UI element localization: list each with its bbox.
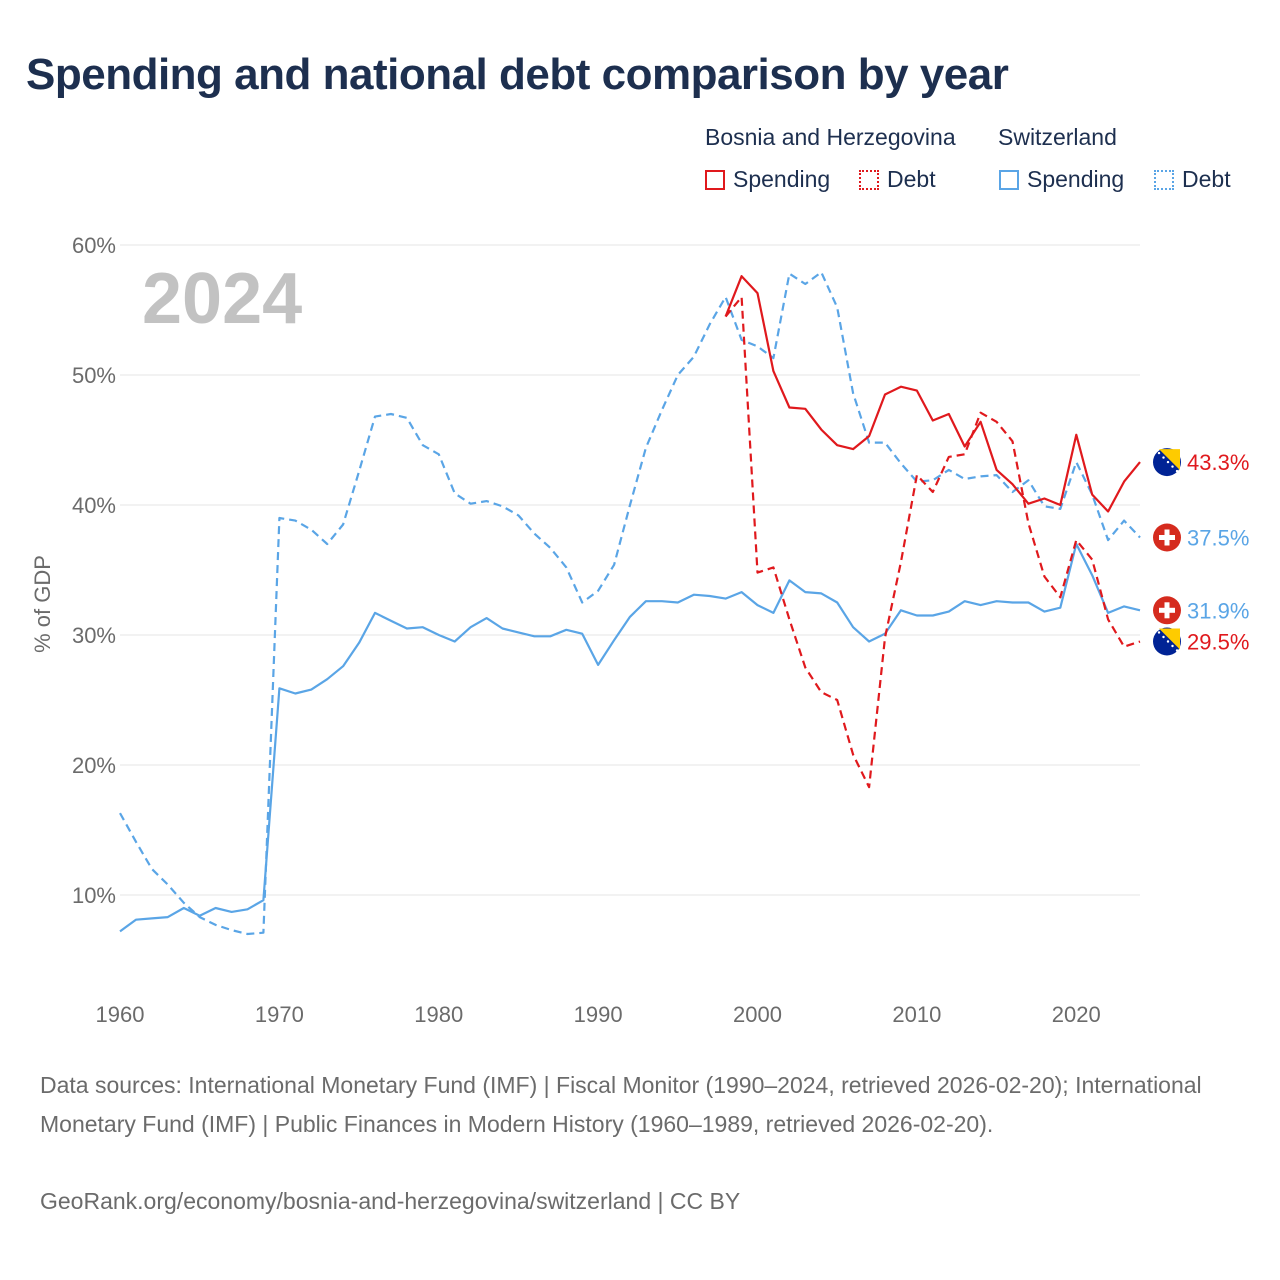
y-tick-label: 60% — [72, 233, 116, 258]
legend-swatch-solid-red — [705, 169, 725, 190]
flag-triangle — [1159, 628, 1180, 650]
flag-star — [1157, 631, 1161, 634]
legend-bosnia-debt[interactable]: Debt — [859, 166, 936, 193]
x-tick-label: 2000 — [733, 1002, 782, 1027]
axis-ticks: 10% 20% 30% 40% 50% 60% 1960 1970 1980 1990 2000 20… — [72, 233, 1101, 1027]
series-line-switzerland-spending — [119, 542, 1141, 933]
legend-group-switzerland: Switzerland — [998, 124, 1117, 150]
y-tick-label: 10% — [72, 883, 116, 908]
legend-label: Spending — [1027, 166, 1125, 192]
legend-label: Debt — [887, 166, 936, 192]
end-label-group: 29.5% — [1153, 627, 1249, 656]
legend-group-bosnia: Bosnia and Herzegovina — [705, 124, 956, 150]
y-tick-label: 30% — [72, 623, 116, 648]
legend-label: Spending — [733, 166, 831, 192]
legend-label: Debt — [1182, 166, 1231, 192]
y-axis-label: % of GDP — [30, 555, 55, 653]
end-label-group: 31.9% — [1153, 596, 1249, 625]
x-tick-label: 1960 — [96, 1002, 145, 1027]
flag-cross-horizontal — [1159, 535, 1175, 540]
end-label-group: 43.3% — [1153, 448, 1249, 477]
flag-star — [1175, 469, 1179, 473]
flag-triangle — [1159, 449, 1180, 471]
flag-star — [1171, 465, 1174, 468]
flag-star — [1157, 451, 1161, 455]
flag-star — [1166, 640, 1170, 643]
grid — [120, 244, 1140, 896]
legend-switzerland-debt[interactable]: Debt — [1154, 166, 1231, 193]
x-tick-label: 2010 — [892, 1002, 941, 1027]
x-tick-label: 1980 — [414, 1002, 463, 1027]
line-chart: 2024 % of GDP 10% 20% 30% 40% 50% 60% 1960 1970… — [30, 233, 1249, 1027]
data-sources: Data sources: International Monetary Fun… — [40, 1072, 1202, 1137]
year-watermark: 2024 — [142, 259, 302, 339]
flag-star — [1166, 460, 1170, 464]
end-value-label: 43.3% — [1187, 450, 1249, 475]
flag-star — [1171, 644, 1174, 648]
series — [119, 271, 1141, 936]
legend-swatch-solid-blue — [999, 169, 1019, 190]
flag-star — [1162, 456, 1165, 459]
end-value-label: 37.5% — [1187, 526, 1249, 551]
legend-bosnia-spending[interactable]: Spending — [705, 166, 830, 193]
legend-switzerland-spending[interactable]: Spending — [999, 166, 1124, 193]
series-line-bosnia-and-herzegovina-debt — [724, 295, 1141, 789]
end-label-group: 37.5% — [1153, 523, 1249, 552]
x-tick-label: 1970 — [255, 1002, 304, 1027]
y-tick-label: 20% — [72, 753, 116, 778]
series-line-bosnia-and-herzegovina-spending — [724, 275, 1141, 513]
flag-cross-horizontal — [1159, 607, 1175, 613]
x-tick-label: 1990 — [574, 1002, 623, 1027]
end-value-label: 31.9% — [1187, 598, 1249, 623]
flag-star — [1162, 635, 1165, 639]
chart-title: Spending and national debt comparison by… — [26, 50, 1009, 99]
y-tick-label: 40% — [72, 493, 116, 518]
series-line-switzerland-debt — [119, 271, 1141, 936]
end-value-label: 29.5% — [1187, 630, 1249, 655]
y-tick-label: 50% — [72, 363, 116, 388]
end-labels: 37.5% 31.9% 29.5% 43.3% — [1153, 448, 1249, 656]
legend-swatch-dotted-blue — [1154, 169, 1174, 190]
x-tick-label: 2020 — [1052, 1002, 1101, 1027]
flag-star — [1175, 649, 1179, 652]
legend-swatch-dotted-red — [859, 169, 879, 190]
source-credit[interactable]: GeoRank.org/economy/bosnia-and-herzegovi… — [40, 1188, 741, 1214]
